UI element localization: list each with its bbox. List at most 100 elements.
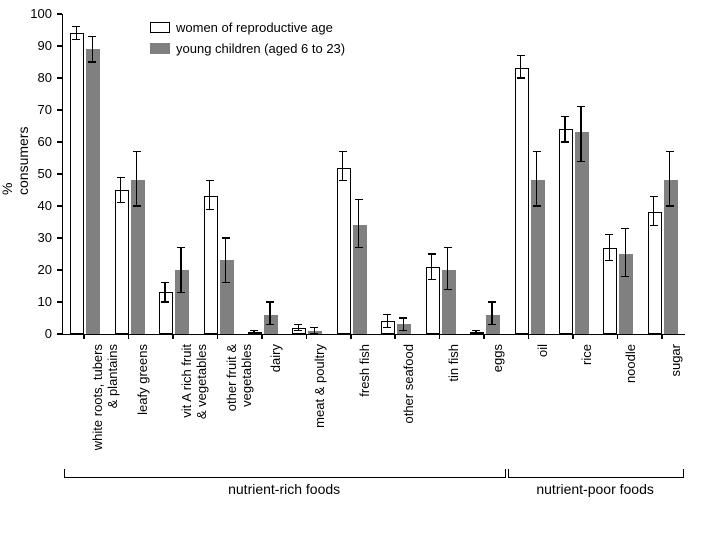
error-cap	[161, 301, 169, 302]
y-tick	[57, 13, 62, 15]
error-cap	[666, 205, 674, 206]
x-tick	[128, 334, 130, 339]
error-bar	[520, 56, 521, 78]
error-cap	[294, 324, 302, 325]
x-category-label: fresh fish	[357, 344, 372, 544]
error-cap	[577, 106, 585, 107]
y-tick-label: 60	[0, 134, 52, 149]
error-cap	[250, 330, 258, 331]
bar-women	[204, 196, 218, 334]
x-tick	[528, 334, 530, 339]
y-tick	[57, 141, 62, 143]
x-category-label: sugar	[668, 344, 683, 544]
x-category-label: meat & poultry	[312, 344, 327, 544]
group-bracket	[508, 469, 684, 478]
bar-children	[531, 180, 545, 334]
error-cap	[533, 151, 541, 152]
error-cap	[428, 279, 436, 280]
error-cap	[605, 260, 613, 261]
plot-area	[62, 14, 685, 335]
error-cap	[517, 77, 525, 78]
error-cap	[206, 180, 214, 181]
x-tick	[483, 334, 485, 339]
error-cap	[117, 202, 125, 203]
error-cap	[117, 177, 125, 178]
legend-swatch	[150, 22, 170, 33]
bar-children	[664, 180, 678, 334]
x-category-label: vit A rich fruit& vegetables	[179, 344, 209, 544]
error-cap	[561, 116, 569, 117]
y-tick-label: 70	[0, 102, 52, 117]
error-cap	[399, 330, 407, 331]
error-cap	[161, 282, 169, 283]
y-tick-label: 0	[0, 326, 52, 341]
x-tick	[306, 334, 308, 339]
x-tick	[617, 334, 619, 339]
error-bar	[536, 152, 537, 206]
legend: women of reproductive age young children …	[150, 20, 345, 62]
chart-container: % consumers women of reproductive ageyou…	[0, 0, 709, 510]
error-cap	[666, 151, 674, 152]
bar-women	[70, 33, 84, 334]
error-cap	[444, 247, 452, 248]
bar-children	[619, 254, 633, 334]
bar-children	[220, 260, 234, 334]
y-tick	[57, 109, 62, 111]
x-category-label: oil	[535, 344, 550, 544]
bar-women	[426, 267, 440, 334]
x-tick	[439, 334, 441, 339]
y-tick	[57, 269, 62, 271]
x-category-label: white roots, tubers& plantains	[90, 344, 120, 544]
x-category-label: dairy	[268, 344, 283, 544]
x-category-label: eggs	[490, 344, 505, 544]
error-cap	[488, 324, 496, 325]
x-tick	[217, 334, 219, 339]
error-bar	[625, 228, 626, 276]
x-category-label: tin fish	[446, 344, 461, 544]
error-cap	[621, 228, 629, 229]
y-tick	[57, 173, 62, 175]
error-bar	[136, 152, 137, 206]
error-cap	[428, 253, 436, 254]
y-tick-label: 10	[0, 294, 52, 309]
error-bar	[447, 248, 448, 290]
bar-women	[648, 212, 662, 334]
error-cap	[472, 333, 480, 334]
error-cap	[533, 205, 541, 206]
error-cap	[650, 225, 658, 226]
x-tick	[394, 334, 396, 339]
error-cap	[177, 292, 185, 293]
error-bar	[431, 254, 432, 280]
y-tick-label: 90	[0, 38, 52, 53]
y-tick	[57, 301, 62, 303]
error-cap	[383, 327, 391, 328]
error-cap	[399, 317, 407, 318]
error-cap	[72, 26, 80, 27]
bar-children	[131, 180, 145, 334]
x-tick	[83, 334, 85, 339]
error-cap	[444, 289, 452, 290]
x-tick	[261, 334, 263, 339]
x-category-label: noodle	[623, 344, 638, 544]
bar-women	[559, 129, 573, 334]
legend-item: young children (aged 6 to 23)	[150, 41, 345, 56]
y-tick	[57, 333, 62, 335]
bar-children	[175, 270, 189, 334]
error-bar	[209, 180, 210, 209]
error-bar	[564, 116, 565, 142]
error-cap	[339, 180, 347, 181]
error-cap	[310, 327, 318, 328]
error-bar	[580, 107, 581, 161]
bar-women	[337, 168, 351, 334]
y-tick	[57, 205, 62, 207]
y-tick-label: 100	[0, 6, 52, 21]
error-cap	[177, 247, 185, 248]
error-cap	[250, 333, 258, 334]
bar-women	[515, 68, 529, 334]
x-tick	[661, 334, 663, 339]
bar-children	[575, 132, 589, 334]
error-bar	[76, 27, 77, 40]
legend-label: women of reproductive age	[176, 20, 333, 35]
error-cap	[206, 209, 214, 210]
error-cap	[561, 141, 569, 142]
